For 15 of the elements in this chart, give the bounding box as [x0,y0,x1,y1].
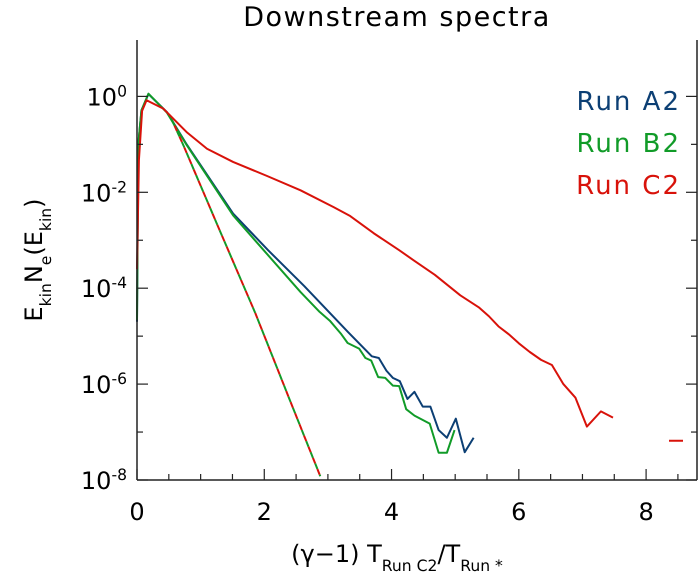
x-tick-label: 0 [129,498,145,526]
y-tick-label: 10$^{-6}$ [80,370,127,400]
y-tick-label: 10$^{-2}$ [80,178,127,208]
x-tick-label: 6 [511,498,526,526]
text: Run B2 [576,129,681,159]
x-tick-label: 4 [384,498,400,526]
x-tick-label: 2 [256,498,272,526]
x-tick-label: 8 [638,498,654,526]
y-tick-label: 10$^{-4}$ [80,274,128,304]
text: Run C2 [576,171,681,201]
text: Run A2 [576,87,681,117]
y-tick-label: 10$^{0}$ [86,82,127,112]
x-axis-title: (γ−1) T$_{Run C2}$/T$_{Run *}$ [291,540,504,575]
y-tick-label: 10$^{-8}$ [80,466,127,495]
chart-title: Downstream spectra [243,2,551,33]
